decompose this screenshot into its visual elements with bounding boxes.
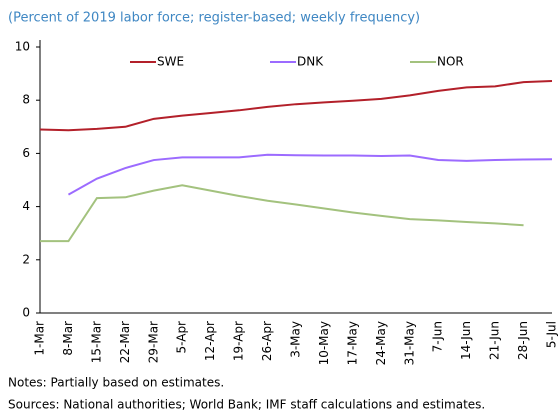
x-tick-label: 7-Jun <box>431 321 445 352</box>
x-tick-label: 5-Jul <box>545 321 559 348</box>
y-tick-label: 4 <box>22 199 30 213</box>
y-tick-label: 0 <box>22 306 30 320</box>
x-tick-label: 29-Mar <box>146 321 160 363</box>
x-tick-label: 28-Jun <box>516 321 530 360</box>
legend-label: NOR <box>437 55 464 69</box>
series-line <box>67 153 553 196</box>
x-tick-label: 15-Mar <box>89 321 103 363</box>
chart-subtitle: (Percent of 2019 labor force; register-b… <box>8 11 420 26</box>
y-tick-label: 8 <box>22 93 30 107</box>
x-tick-label: 26-Apr <box>260 321 274 361</box>
y-tick-label: 6 <box>22 146 30 160</box>
x-tick-label: 24-May <box>374 321 388 365</box>
notes: Notes: Partially based on estimates. <box>8 376 224 390</box>
x-tick-label: 14-Jun <box>459 321 473 360</box>
x-tick-label: 19-Apr <box>232 321 246 361</box>
legend-label: DNK <box>297 55 324 69</box>
x-tick-label: 21-Jun <box>488 321 502 360</box>
y-tick-label: 2 <box>22 252 30 266</box>
sources: Sources: National authorities; World Ban… <box>8 398 485 412</box>
x-tick-label: 10-May <box>317 321 331 365</box>
y-tick-label: 10 <box>15 40 30 54</box>
x-tick-label: 22-Mar <box>118 321 132 363</box>
x-tick-label: 5-Apr <box>175 321 189 354</box>
x-tick-label: 17-May <box>345 321 359 365</box>
x-tick-label: 3-May <box>289 321 303 358</box>
series-line <box>40 184 524 243</box>
legend-label: SWE <box>157 55 184 69</box>
x-tick-label: 1-Mar <box>33 321 47 356</box>
x-tick-label: 8-Mar <box>61 321 75 356</box>
x-tick-label: 12-Apr <box>203 321 217 361</box>
x-tick-label: 31-May <box>402 321 416 365</box>
series-line <box>39 80 553 132</box>
